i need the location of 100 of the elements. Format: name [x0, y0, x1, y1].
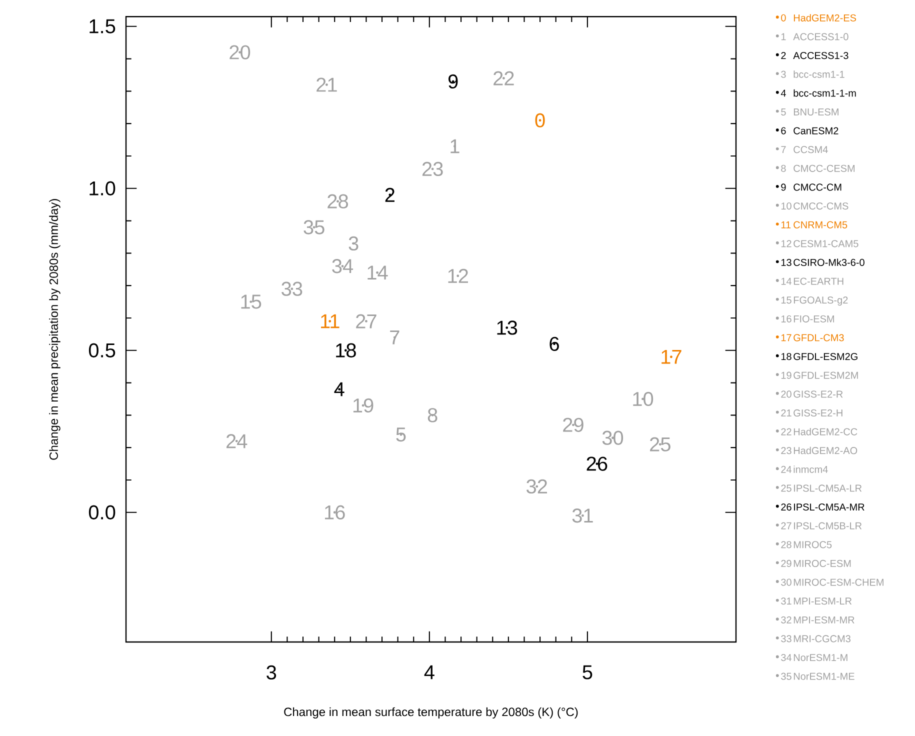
annotation: 6 [550, 336, 559, 351]
annotation: 12 [448, 268, 468, 283]
legend-label: CNRM-CM5 [794, 221, 848, 228]
text: 1 [781, 33, 786, 40]
text: 5 [781, 108, 786, 116]
legend-label: NorESM1-M [794, 654, 848, 662]
annotation: 27 [356, 314, 376, 328]
legend-label: MRI-CGCM3 [794, 635, 850, 642]
text: 18 [781, 352, 792, 360]
annotation: 21 [316, 78, 337, 92]
annotation: 29 [563, 418, 584, 432]
legend-label: BNU-ESM [794, 108, 838, 116]
legend-label: HadGEM2-CC [794, 428, 858, 436]
text: 27 [781, 522, 792, 530]
legend-label: MIROC-ESM-CHEM [794, 578, 884, 586]
legend-label: MPI-ESM-MR [794, 616, 854, 624]
annotation: 2 [385, 188, 394, 202]
legend-label: CMCC-CMS [794, 202, 848, 210]
text: 14 [781, 278, 792, 285]
annotation: 26 [586, 456, 608, 471]
annotation: 25 [650, 437, 670, 452]
text: 15 [781, 296, 792, 304]
legend-label: MIROC5 [794, 541, 832, 548]
text: 34 [781, 654, 792, 662]
text: 4 [780, 90, 786, 97]
legend-label: FIO-ESM [794, 315, 834, 322]
text: 33 [781, 635, 792, 642]
text: 23 [781, 447, 792, 454]
annotation: 4 [334, 382, 344, 396]
annotation: 5 [396, 428, 406, 442]
text: 32 [781, 616, 792, 624]
text: 28 [781, 541, 792, 548]
y-tick-label: 0.0 [88, 505, 116, 520]
legend-label: CMCC-CESM [794, 164, 855, 172]
legend-label: MPI-ESM-LR [794, 598, 852, 605]
annotation: 34 [332, 259, 354, 274]
text: 16 [781, 315, 792, 322]
text: 17 [781, 334, 792, 342]
legend-label: HadGEM2-ES [794, 14, 856, 22]
x-tick-label: 3 [266, 665, 276, 680]
y-axis-title: Change in mean precipitation by 2080s (mm/day) [49, 199, 60, 460]
text: 25 [781, 484, 792, 492]
annotation: 35 [304, 220, 324, 234]
annotation: 20 [230, 45, 250, 60]
legend-label: GFDL-ESM2M [794, 372, 858, 379]
text: 12 [781, 240, 792, 248]
legend-label: CanESM2 [794, 127, 838, 134]
legend-label: GFDL-ESM2G [794, 352, 858, 360]
text: 11 [781, 221, 791, 228]
legend-label: CMCC-CM [794, 184, 842, 191]
legend-label: HadGEM2-AO [794, 446, 858, 454]
legend-label: IPSL-CM5A-LR [794, 484, 862, 492]
legend-label: IPSL-CM5B-LR [794, 522, 862, 530]
text: 26 [781, 503, 792, 511]
text: 31 [781, 598, 792, 605]
annotation: 30 [602, 430, 624, 445]
text: 19 [781, 372, 792, 379]
text: 6 [781, 127, 786, 134]
annotation: 13 [497, 320, 518, 335]
text: 8 [781, 164, 786, 172]
text: 24 [781, 466, 792, 473]
y-tick-label: 1.0 [90, 181, 116, 196]
annotation: 9 [448, 74, 458, 89]
y-tick-label: 1.5 [90, 19, 116, 34]
text: 22 [781, 428, 792, 436]
annotation: 32 [526, 479, 547, 494]
text: 21 [781, 409, 792, 416]
legend-label: GISS-E2-H [794, 409, 842, 417]
y-tick-label: 0.5 [88, 343, 116, 358]
annotation: 24 [226, 434, 248, 448]
legend-label: GFDL-CM3 [794, 334, 844, 342]
legend-label: NorESM1-ME [794, 672, 854, 680]
legend-label: CSIRO-Mk3-6-0 [794, 258, 864, 266]
legend-label: GISS-E2-R [794, 390, 843, 398]
legend-label: ACCESS1-3 [793, 52, 848, 60]
annotation: 22 [494, 71, 514, 86]
legend-label: bcc-csm1-1-m [794, 89, 856, 97]
x-tick-label: 4 [424, 665, 434, 680]
text: 30 [781, 578, 792, 586]
annotation: 15 [241, 294, 262, 309]
legend-label: ACCESS1-0 [793, 33, 848, 40]
legend-label: MIROC-ESM [794, 560, 851, 568]
annotation: 0 [535, 113, 545, 128]
legend-label: FGOALS-g2 [794, 296, 848, 306]
text: 2 [781, 52, 786, 59]
annotation: 3 [348, 236, 358, 251]
legend-label: inmcm4 [794, 466, 828, 473]
text: 13 [781, 258, 792, 266]
annotation: 8 [428, 408, 438, 422]
text: 29 [781, 560, 792, 568]
legend-label: bcc-csm1-1 [794, 70, 844, 78]
text: 0 [781, 14, 786, 22]
annotation: 10 [633, 392, 654, 406]
legend-label: EC-EARTH [794, 278, 844, 285]
text: 35 [781, 672, 792, 680]
text: 7 [781, 146, 786, 154]
annotation: 31 [572, 508, 593, 523]
annotation: 16 [325, 505, 345, 520]
annotation: 33 [282, 282, 302, 296]
text: 10 [781, 202, 792, 210]
